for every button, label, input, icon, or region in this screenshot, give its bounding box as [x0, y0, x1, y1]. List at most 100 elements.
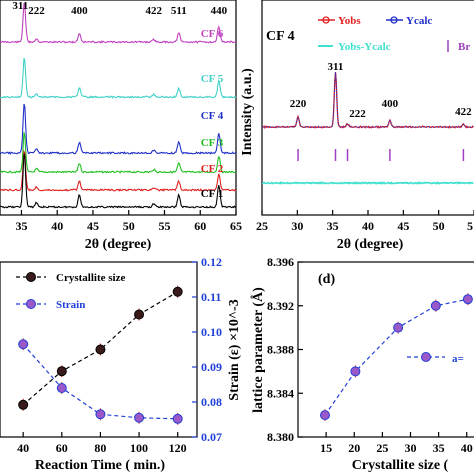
panel-b-xlabel: 2θ (degree)	[337, 237, 404, 252]
panel-b-xtick-label: 50	[433, 219, 445, 233]
legend-ycalc-label: Ycalc	[406, 15, 432, 27]
panel-a-xlabel: 2θ (degree)	[85, 237, 152, 252]
panel-b-peak-label-311: 311	[328, 61, 344, 73]
panel-c-right-tick-label: 0.11	[201, 290, 221, 304]
panel-a-peak-label-311: 311	[12, 0, 28, 12]
panel-a-series-label-cf1: CF 1	[201, 188, 224, 200]
panel-b: CF 4 Intensity (a.u.) Yobs Ycalc Yobs-Ycal…	[240, 0, 474, 252]
legend-strain-label: Strain	[56, 299, 85, 311]
legend-strain-marker	[26, 299, 36, 309]
panel-a-xtick-label: 60	[194, 219, 206, 233]
lattice-point	[430, 300, 441, 311]
panel-a-series-label-cf4: CF 4	[201, 110, 224, 122]
panel-d-ytick-label: 8.380	[267, 430, 294, 444]
panel-c-xlabel: Reaction Time ( min.)	[35, 458, 165, 473]
pattern-trace-cf1	[0, 153, 237, 209]
panel-c-xtick-label: 120	[169, 441, 187, 455]
panel-d-ytick-label: 8.384	[267, 386, 294, 400]
lattice-point	[320, 410, 330, 421]
panel-a-xtick-label: 65	[230, 219, 242, 233]
panel-c-right-tick-label: 0.09	[201, 360, 222, 374]
panel-c-right-tick-label: 0.12	[201, 255, 222, 269]
panel-b-frame	[261, 0, 474, 216]
crystallite-point	[56, 366, 67, 377]
ycalc-trace	[262, 71, 474, 128]
legend-lattice-label: a=	[452, 353, 464, 365]
crystallite-point	[134, 309, 145, 320]
crystallite-point	[18, 399, 29, 410]
panel-b-peak-label-222: 222	[349, 108, 366, 120]
panel-a-xtick-label: 50	[123, 219, 135, 233]
panel-d-ytick-label: 8.388	[267, 343, 294, 357]
panel-c-xtick-label: 60	[56, 441, 68, 455]
panel-b-ylabel: Intensity (a.u.)	[240, 68, 255, 156]
panel-b-xtick-label: 35	[327, 219, 339, 233]
strain-point	[18, 339, 29, 350]
panel-d-xlabel: Crystallite size (	[352, 458, 449, 473]
strain-point	[56, 383, 67, 393]
panel-a-xtick-label: 45	[87, 219, 99, 233]
legend-yobs-label: Yobs	[338, 15, 361, 27]
legend-diff-label: Yobs-Ycalc	[338, 41, 391, 53]
panel-c-frame	[0, 261, 198, 438]
panel-a: 311 222 400 422 511 440 CF 6 CF 5 CF 4 CF 3 CF 2 C…	[0, 0, 242, 252]
panel-d: (d) lattice parameter (Å) a= 15 20 25 30 35 4…	[250, 255, 474, 473]
panel-b-peak-label-220: 220	[290, 98, 307, 110]
series-line-crystallite	[22, 291, 179, 406]
legend-crystallite-label: Crystallite size	[56, 272, 125, 284]
panel-b-peak-label-400: 400	[382, 98, 399, 110]
pattern-trace-cf6	[0, 3, 237, 44]
panel-b-title: CF 4	[266, 29, 295, 44]
panel-c-xtick-label: 100	[130, 441, 148, 455]
panel-c-right-tick-label: 0.10	[201, 325, 222, 339]
strain-point	[172, 413, 183, 424]
panel-c-xtick-label: 80	[94, 441, 106, 455]
legend-lattice-marker	[421, 352, 431, 362]
panel-c-xtick-label: 40	[17, 441, 29, 455]
panel-b-xtick-label: 25	[256, 219, 268, 233]
panel-d-ytick-label: 8.396	[267, 255, 294, 269]
panel-a-series-label-cf3: CF 3	[201, 137, 224, 149]
panel-c-right-ylabel: Strain (ε) ×10^-3	[227, 299, 242, 400]
pattern-trace-cf3	[0, 132, 237, 174]
panel-b-xtick-label: 40	[362, 219, 374, 233]
panel-d-xtick-label: 20	[348, 441, 360, 455]
panel-a-series-label-cf6: CF 6	[201, 28, 224, 40]
panel-a-peak-label-422: 422	[146, 5, 163, 17]
panel-a-peak-label-400: 400	[71, 5, 88, 17]
panel-b-xtick-label: 30	[291, 219, 303, 233]
panel-d-xtick-label: 40	[461, 441, 473, 455]
strain-point	[134, 412, 145, 423]
panel-a-frame	[0, 0, 237, 216]
lattice-point	[393, 322, 404, 333]
panel-d-xtick-label: 15	[320, 441, 332, 455]
panel-a-xtick-label: 35	[15, 219, 27, 233]
panel-b-xtick-label: 45	[397, 219, 409, 233]
crystallite-point	[95, 344, 106, 355]
panel-a-series-label-cf5: CF 5	[201, 73, 224, 85]
pattern-trace-cf2	[0, 149, 237, 192]
panel-c-right-tick-label: 0.07	[201, 430, 222, 444]
panel-a-series-label-cf2: CF 2	[201, 163, 224, 175]
panel-a-peak-label-222: 222	[28, 5, 45, 17]
panel-d-ylabel: lattice parameter (Å)	[250, 287, 266, 413]
pattern-trace-cf4	[0, 103, 237, 155]
panel-c-right-tick-label: 0.08	[201, 395, 222, 409]
panel-a-peak-label-511: 511	[171, 5, 187, 17]
panel-d-label: (d)	[318, 272, 335, 287]
difference-trace	[261, 180, 474, 186]
panel-d-xtick-label: 30	[405, 441, 417, 455]
lattice-point	[462, 294, 473, 305]
lattice-line	[324, 298, 469, 416]
panel-a-peak-label-440: 440	[211, 5, 228, 17]
panel-c: Crystallite size Strain 40 60 80 100 120 0.07…	[0, 255, 242, 473]
legend-bragg-label: Br	[458, 41, 470, 53]
crystallite-point	[172, 286, 183, 297]
strain-point	[95, 409, 106, 420]
legend-crystallite-marker	[26, 272, 36, 282]
panel-a-xtick-label: 40	[51, 219, 63, 233]
legend-ycalc-marker	[390, 16, 398, 24]
lattice-point	[350, 366, 361, 377]
panel-d-xtick-label: 35	[433, 441, 445, 455]
